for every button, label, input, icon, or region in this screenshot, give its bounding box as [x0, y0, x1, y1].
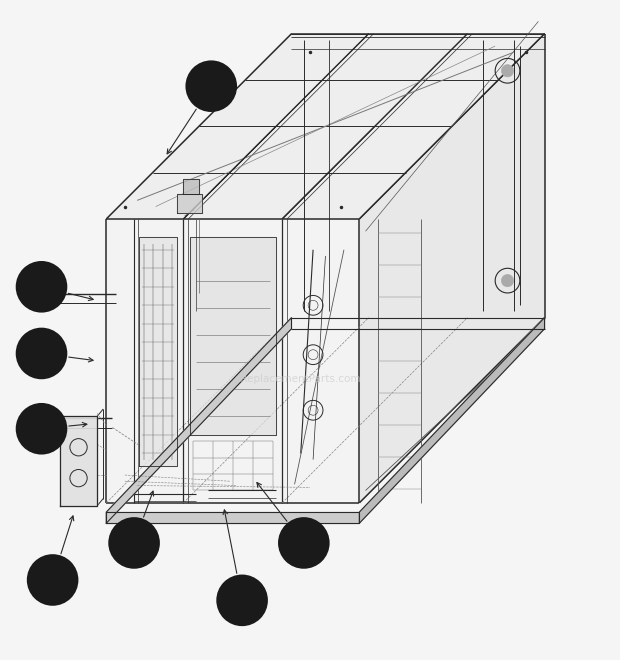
- Polygon shape: [177, 194, 202, 213]
- Circle shape: [218, 576, 267, 625]
- Circle shape: [187, 61, 236, 111]
- Text: 2a: 2a: [32, 279, 51, 294]
- Polygon shape: [190, 238, 276, 435]
- Circle shape: [502, 65, 514, 77]
- Text: 5: 5: [37, 346, 46, 361]
- Text: 3a: 3a: [32, 421, 51, 436]
- Polygon shape: [106, 34, 544, 219]
- Polygon shape: [360, 317, 544, 523]
- Circle shape: [17, 262, 66, 312]
- Circle shape: [28, 555, 78, 605]
- Text: 2c: 2c: [294, 535, 313, 550]
- Text: 3b: 3b: [124, 535, 144, 550]
- Circle shape: [17, 329, 66, 378]
- Polygon shape: [106, 219, 360, 503]
- Circle shape: [109, 518, 159, 568]
- Text: 13: 13: [42, 572, 63, 587]
- Polygon shape: [184, 179, 199, 194]
- Polygon shape: [360, 34, 544, 503]
- Circle shape: [17, 404, 66, 453]
- Circle shape: [502, 275, 514, 287]
- Polygon shape: [139, 238, 177, 466]
- Polygon shape: [106, 317, 291, 523]
- Text: 2b: 2b: [201, 79, 221, 94]
- Polygon shape: [106, 512, 360, 523]
- Text: 3c: 3c: [232, 593, 252, 608]
- Circle shape: [279, 518, 329, 568]
- Text: eReplacementParts.com: eReplacementParts.com: [234, 374, 361, 384]
- Polygon shape: [60, 416, 97, 506]
